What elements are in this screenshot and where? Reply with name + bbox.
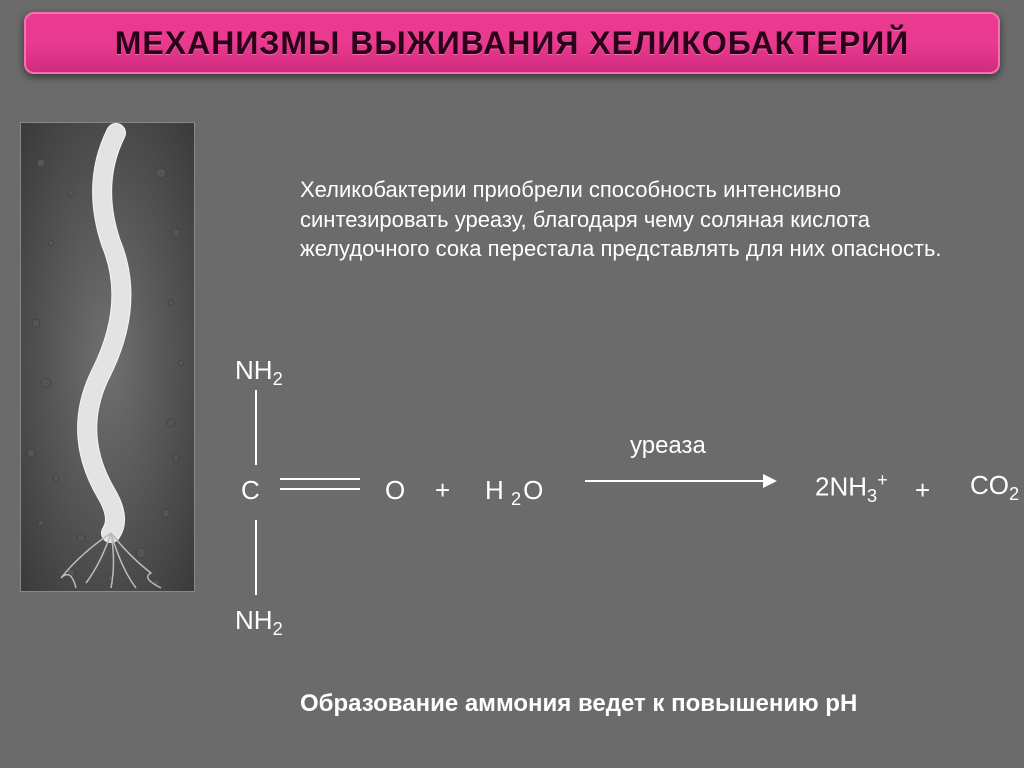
nh-sub-b: 2 bbox=[273, 619, 283, 639]
reaction-formula: NH2 C O + H 2O уреаза 2NH3+ + CO2 NH2 bbox=[225, 350, 1005, 670]
nh-sub: 2 bbox=[273, 369, 283, 389]
title-bar: МЕХАНИЗМЫ ВЫЖИВАНИЯ ХЕЛИКОБАКТЕРИЙ bbox=[24, 12, 1000, 74]
slide-title: МЕХАНИЗМЫ ВЫЖИВАНИЯ ХЕЛИКОБАКТЕРИЙ bbox=[115, 25, 909, 62]
double-bond bbox=[280, 478, 360, 498]
nh3-sup: + bbox=[877, 470, 888, 490]
reaction-arrow bbox=[585, 480, 775, 482]
bond-top bbox=[255, 390, 257, 465]
description-text: Хеликобактерии приобрели способность инт… bbox=[300, 175, 964, 264]
co-sub: 2 bbox=[1009, 484, 1019, 504]
oxygen-atom: O bbox=[385, 475, 405, 506]
nh2-bottom: NH2 bbox=[235, 605, 283, 640]
plus-1: + bbox=[435, 475, 450, 506]
co-label: CO bbox=[970, 470, 1009, 500]
ammonia-product: 2NH3+ bbox=[815, 470, 888, 507]
bond-bottom bbox=[255, 520, 257, 595]
nh3-sub: 3 bbox=[867, 486, 877, 506]
nh3-label: NH bbox=[829, 472, 867, 502]
enzyme-label: уреаза bbox=[630, 432, 706, 460]
water: H 2O bbox=[485, 475, 543, 510]
h2o-sub: 2 bbox=[511, 489, 521, 509]
plus-2: + bbox=[915, 475, 930, 506]
nh2-top: NH2 bbox=[235, 355, 283, 390]
nh-label: NH bbox=[235, 355, 273, 385]
coef: 2 bbox=[815, 472, 829, 502]
bacteria-image bbox=[20, 122, 195, 592]
carbon-atom: C bbox=[241, 475, 260, 506]
h-label: H bbox=[485, 475, 504, 505]
conclusion-text: Образование аммония ведет к повышению рН bbox=[300, 690, 857, 718]
co2-product: CO2 bbox=[970, 470, 1019, 505]
nh-label-b: NH bbox=[235, 605, 273, 635]
h2o-o: O bbox=[523, 475, 543, 505]
